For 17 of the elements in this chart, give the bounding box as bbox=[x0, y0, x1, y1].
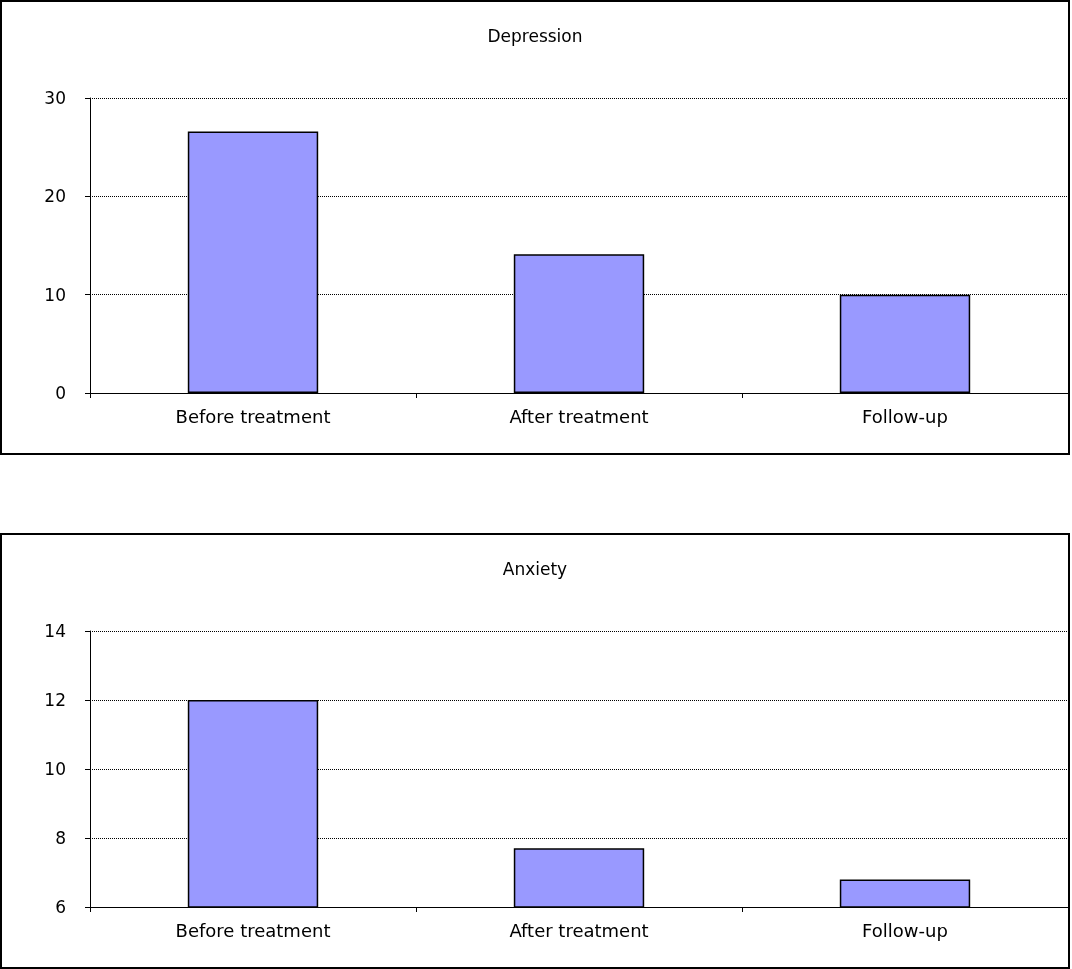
chart-title: Anxiety bbox=[502, 558, 568, 579]
y-tick-label: 20 bbox=[44, 186, 66, 207]
x-tick-label: Before treatment bbox=[175, 405, 331, 427]
y-tick-label: 6 bbox=[55, 897, 66, 917]
y-tick-label: 8 bbox=[55, 828, 66, 848]
y-tick-label: 30 bbox=[44, 88, 66, 108]
x-tick-label: Before treatment bbox=[175, 919, 331, 941]
x-tick-label: After treatment bbox=[509, 919, 649, 941]
y-tick-label: 10 bbox=[44, 284, 66, 305]
x-tick-label: Follow-up bbox=[862, 405, 948, 427]
y-tick-label: 10 bbox=[44, 759, 66, 779]
x-tick-label: After treatment bbox=[509, 405, 649, 427]
y-tick-label: 12 bbox=[44, 690, 66, 710]
y-tick-label: 0 bbox=[55, 383, 66, 403]
y-tick-label: 14 bbox=[44, 621, 66, 641]
x-tick-label: Follow-up bbox=[862, 919, 948, 941]
chart-title: Depression bbox=[487, 25, 583, 46]
